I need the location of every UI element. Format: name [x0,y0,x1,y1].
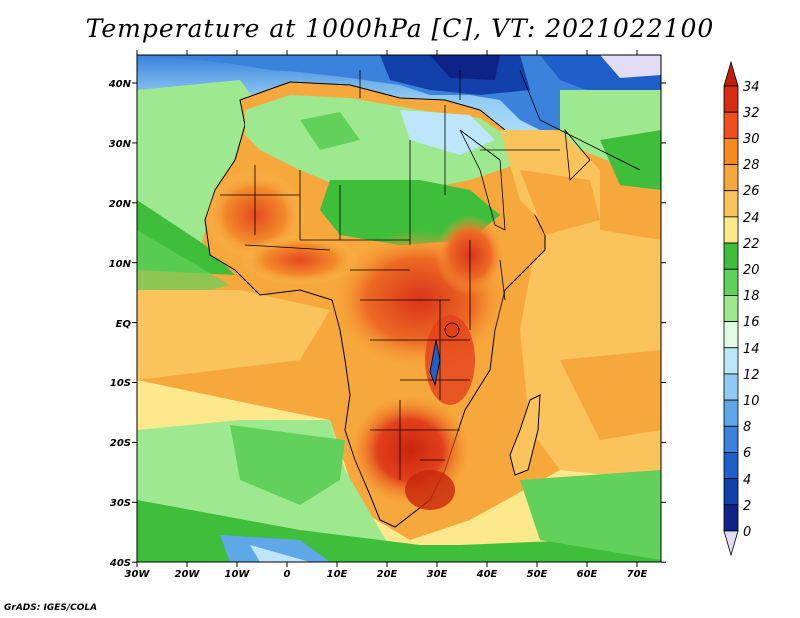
lon-label: 10W [225,569,251,580]
lat-label: EQ [116,319,132,330]
colorbar-label: 4 [743,473,751,488]
colorbar-label: 2 [743,499,751,514]
colorbar-label: 16 [743,315,760,330]
credit-text: GrADS: IGES/COLA [4,603,98,613]
colorbar-label: 22 [743,237,760,252]
colorbar-label: 34 [743,80,760,95]
lon-label: 20W [175,569,201,580]
lon-label: 20E [377,569,398,580]
axis-ticks [132,50,666,567]
colorbar: 34 32 30 28 26 24 22 20 18 16 14 12 10 8… [723,60,760,557]
colorbar-label: 14 [743,342,760,357]
colorbar-label: 20 [743,263,760,278]
lat-label: 40S [109,558,131,569]
lat-label: 30S [110,498,131,509]
lat-label: 20S [110,438,131,449]
lat-label: 10S [110,378,131,389]
colorbar-box [723,321,739,349]
colorbar-label: 26 [743,184,760,199]
colorbar-box [723,242,739,270]
longitude-labels: 30W 20W 10W 0 10E 20E 30E 40E 50E 60E 70… [125,569,648,580]
colorbar-label: 10 [743,394,760,409]
colorbar-box [723,504,739,532]
colorbar-box [723,347,739,375]
lon-label: 30W [125,569,151,580]
lon-label: 50E [527,569,548,580]
colorbar-label: 28 [743,158,760,173]
map-title: Temperature at 1000hPa [C], VT: 20210221… [85,14,715,43]
colorbar-label: 30 [743,132,760,147]
colorbar-label: 24 [743,211,760,226]
plot-frame [136,54,662,563]
latitude-labels: 40N 30N 20N 10N EQ 10S 20S 30S 40S [108,79,132,569]
colorbar-box [723,478,739,506]
lat-label: 30N [109,139,132,150]
colorbar-box [723,85,739,113]
colorbar-label: 6 [743,446,751,461]
lat-label: 20N [109,199,132,210]
colorbar-box [723,216,739,244]
colorbar-label: 8 [743,420,751,435]
colorbar-box [723,399,739,427]
lat-label: 10N [109,259,132,270]
colorbar-over-triangle-icon [723,60,739,87]
colorbar-box [723,425,739,453]
colorbar-box [723,137,739,165]
lat-label: 40N [108,79,132,90]
lon-label: 40E [476,569,498,580]
colorbar-label: 18 [743,289,760,304]
colorbar-box [723,190,739,218]
temperature-field [137,55,661,562]
colorbar-box [723,268,739,296]
colorbar-box [723,373,739,401]
lon-label: 30E [427,569,448,580]
colorbar-box [723,164,739,192]
colorbar-label: 12 [743,368,760,383]
lon-label: 0 [284,569,291,580]
colorbar-under-triangle-icon [723,530,739,557]
colorbar-box [723,111,739,139]
colorbar-box [723,452,739,480]
colorbar-label: 32 [743,106,760,121]
lon-label: 10E [327,569,348,580]
lon-label: 70E [627,569,648,580]
colorbar-box [723,295,739,322]
colorbar-label: 0 [743,525,751,540]
lon-label: 60E [577,569,598,580]
